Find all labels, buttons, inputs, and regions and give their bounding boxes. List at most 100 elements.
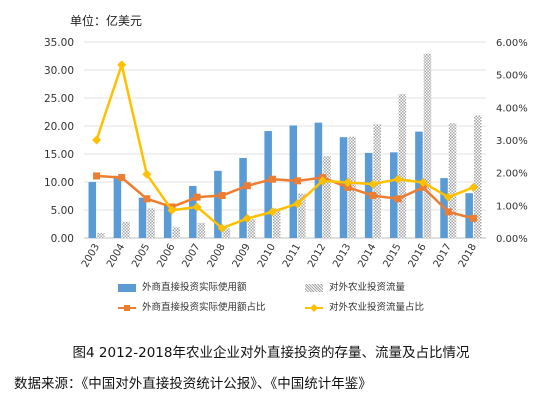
x-tick-label: 2018 <box>457 242 479 270</box>
legend-item-fdi-share-line: 外商直接投资实际使用额占比 <box>118 299 266 313</box>
point-marker-square <box>294 177 302 185</box>
bar-outflow <box>172 227 180 238</box>
data-source: 数据来源：《中国对外直接投资统计公报》、《中国统计年鉴》 <box>14 376 372 392</box>
point-marker-square <box>118 174 126 182</box>
y-axis-left: 0.00 5.00 10.00 15.00 20.00 25.00 30.00 35.00 <box>44 37 74 245</box>
x-tick-label: 2009 <box>231 242 253 270</box>
bar-outflow <box>473 115 482 238</box>
bar-fdi <box>88 182 97 238</box>
point-marker-diamond <box>318 176 328 186</box>
x-tick-label: 2013 <box>331 242 353 270</box>
bar-fdi <box>339 137 348 238</box>
bar-outflow <box>272 208 281 238</box>
bar-fdi <box>415 131 423 238</box>
y-left-tick-label: 5.00 <box>51 205 74 217</box>
bar-outflow <box>323 156 331 238</box>
legend-swatch-blue <box>118 283 136 292</box>
bar-fdi <box>163 204 172 238</box>
bar-fdi <box>465 193 473 238</box>
bar-outflow <box>222 228 231 238</box>
point-marker-diamond <box>443 192 453 202</box>
bar-outflow <box>348 136 356 238</box>
point-marker-diamond <box>142 169 152 179</box>
bar-outflow <box>97 232 105 238</box>
y-right-tick-label: 0.00% <box>496 234 528 245</box>
x-tick-label: 2012 <box>306 242 328 270</box>
bar-fdi <box>239 157 247 238</box>
point-marker-square <box>469 214 477 222</box>
bar-fdi <box>314 122 323 238</box>
y-left-tick-label: 35.00 <box>44 37 74 49</box>
y-axis-right: 0.00% 1.00% 2.00% 3.00% 4.00% 5.00% 6.00% <box>496 38 528 245</box>
point-marker-square <box>143 195 151 203</box>
bar-outflow <box>373 124 381 238</box>
bar-fdi <box>189 185 197 238</box>
x-tick-label: 2004 <box>105 242 127 270</box>
point-marker-square <box>394 195 402 203</box>
point-marker-diamond <box>92 135 102 145</box>
y-right-tick-label: 3.00% <box>496 136 528 147</box>
bar-outflow <box>247 218 256 238</box>
y-left-tick-label: 15.00 <box>44 149 74 161</box>
x-tick-label: 2010 <box>256 242 278 270</box>
x-tick-label: 2016 <box>407 242 429 270</box>
legend-label: 对外农业投资流量占比 <box>329 302 425 313</box>
point-marker-diamond <box>393 174 403 184</box>
x-tick-label: 2014 <box>356 242 378 270</box>
y-left-tick-label: 10.00 <box>44 177 74 189</box>
point-marker-diamond <box>267 207 277 217</box>
bar-outflow <box>448 123 457 238</box>
series-line <box>95 63 474 230</box>
point-marker-diamond <box>468 182 478 192</box>
x-tick-label: 2007 <box>180 242 202 270</box>
y-right-tick-label: 4.00% <box>496 103 528 114</box>
bar-fdi <box>264 131 272 238</box>
point-marker-diamond <box>117 60 127 70</box>
y-left-tick-label: 25.00 <box>44 93 74 105</box>
bar-outflow <box>298 193 306 238</box>
x-tick-label: 2005 <box>130 242 152 270</box>
bar-outflow <box>423 53 432 239</box>
bar-fdi <box>113 175 122 238</box>
legend-swatch-yellow-line <box>305 303 323 312</box>
y-right-tick-label: 5.00% <box>496 71 528 82</box>
y-right-tick-label: 2.00% <box>496 169 528 180</box>
x-tick-label: 2008 <box>206 242 228 270</box>
y-left-tick-label: 0.00 <box>51 233 74 245</box>
point-marker-square <box>193 193 201 201</box>
legend-label: 外商直接投资实际使用额 <box>142 282 247 293</box>
point-marker-square <box>93 172 101 180</box>
x-tick-label: 2006 <box>155 242 177 270</box>
legend-label: 对外农业投资流量 <box>329 282 406 293</box>
bar-outflow <box>398 94 407 238</box>
legend-swatch-orange-line <box>118 304 136 311</box>
y-right-tick-label: 6.00% <box>496 38 528 49</box>
bar-outflow <box>122 221 130 238</box>
x-tick-label: 2011 <box>281 242 303 270</box>
point-marker-square <box>444 208 452 216</box>
bar-fdi <box>390 152 398 238</box>
x-tick-label: 2003 <box>80 242 102 270</box>
bar-outflow <box>147 208 155 238</box>
chart: 0.00 5.00 10.00 15.00 20.00 25.00 30.00 35.00 0… <box>44 37 528 270</box>
legend-item-outflow-bar: 对外农业投资流量 <box>305 279 405 293</box>
point-marker-diamond <box>418 177 428 187</box>
point-marker-square <box>344 183 352 191</box>
series-line <box>96 174 474 220</box>
bar-fdi <box>214 170 222 238</box>
legend-label: 外商直接投资实际使用额占比 <box>142 302 266 313</box>
y-left-tick-label: 20.00 <box>44 121 74 133</box>
point-marker-square <box>419 183 427 191</box>
point-marker-diamond <box>217 223 227 233</box>
x-tick-label: 2017 <box>432 242 454 270</box>
lines <box>92 60 478 233</box>
point-marker-diamond <box>343 177 353 187</box>
x-axis-labels: 2003 2004 2005 2006 2007 2008 2009 2010 2011 2012… <box>80 242 479 270</box>
legend-item-outflow-share-line: 对外农业投资流量占比 <box>305 299 424 313</box>
point-marker-diamond <box>293 199 303 209</box>
point-marker-square <box>268 175 276 183</box>
bar-fdi <box>138 197 147 238</box>
point-marker-diamond <box>192 202 202 212</box>
point-marker-diamond <box>167 205 177 215</box>
figure-caption: 图4 2012-2018年农业企业对外直接投资的存量、流量及占比情况 <box>72 345 470 361</box>
